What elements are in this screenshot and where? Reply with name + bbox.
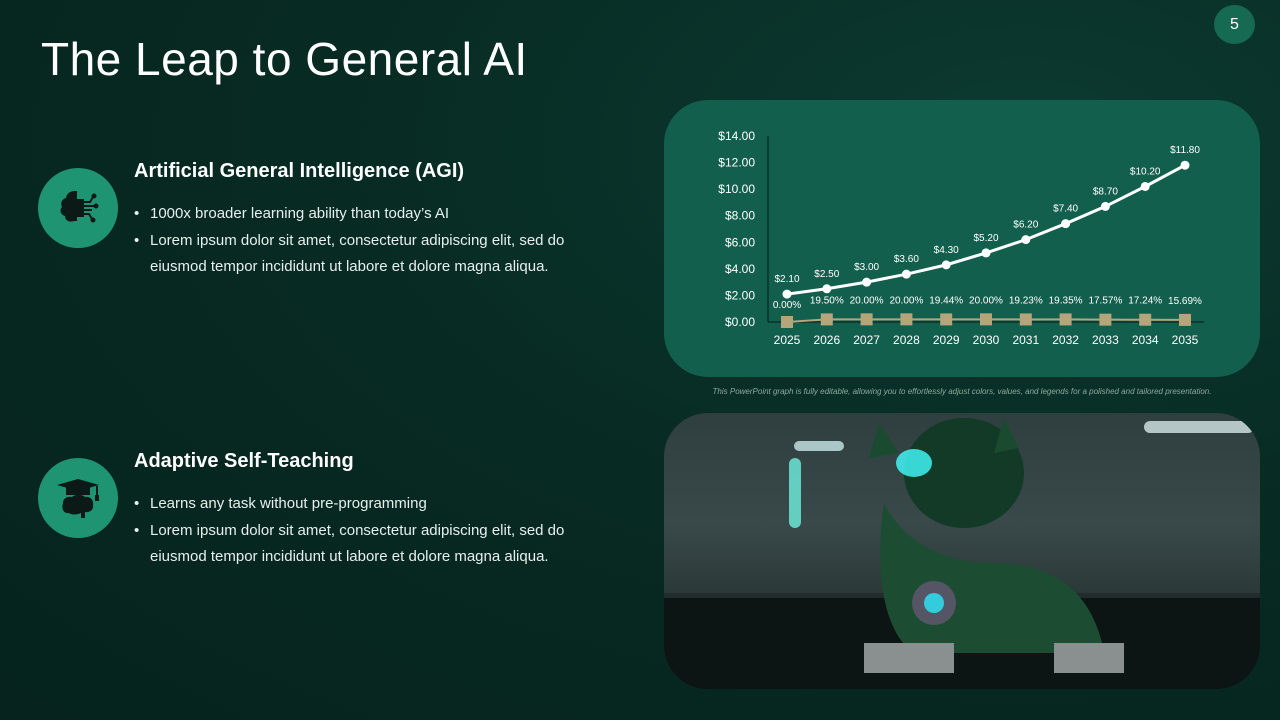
data-point xyxy=(822,284,832,294)
x-tick-label: 2029 xyxy=(933,333,960,347)
data-label: $6.20 xyxy=(1013,220,1038,231)
data-label: 19.44% xyxy=(929,295,963,306)
data-point xyxy=(1139,313,1152,326)
bullet-list: 1000x broader learning ability than toda… xyxy=(134,201,614,281)
data-label: $5.20 xyxy=(973,233,998,244)
bullet-item: Lorem ipsum dolor sit amet, consectetur … xyxy=(134,518,614,571)
data-point xyxy=(980,313,992,326)
x-tick-label: 2030 xyxy=(973,333,1000,347)
x-tick-label: 2028 xyxy=(893,333,920,347)
y-tick-label: $4.00 xyxy=(725,262,755,276)
data-point xyxy=(1019,313,1032,326)
y-tick-label: $14.00 xyxy=(718,129,755,143)
data-point xyxy=(900,313,913,326)
data-point xyxy=(782,289,792,299)
data-label: $2.50 xyxy=(814,269,839,280)
page-number: 5 xyxy=(1214,5,1255,44)
data-point xyxy=(901,269,911,279)
data-label: 17.24% xyxy=(1128,296,1162,307)
y-tick-label: $8.00 xyxy=(725,209,755,223)
x-tick-label: 2033 xyxy=(1092,333,1119,347)
graduation-cap-brain-icon xyxy=(38,458,118,538)
data-point xyxy=(1179,313,1191,326)
chart-caption: This PowerPoint graph is fully editable,… xyxy=(712,387,1212,396)
section-heading: Artificial General Intelligence (AGI) xyxy=(134,160,465,182)
data-point xyxy=(1021,235,1031,245)
x-tick-label: 2027 xyxy=(853,333,880,347)
data-point xyxy=(1180,160,1190,170)
data-point xyxy=(781,316,793,328)
y-tick-label: $10.00 xyxy=(718,182,755,196)
data-label: $11.80 xyxy=(1170,145,1200,156)
data-point xyxy=(941,260,951,270)
data-point xyxy=(1059,313,1072,326)
data-label: 20.00% xyxy=(889,295,923,306)
y-tick-label: $6.00 xyxy=(725,235,755,249)
x-tick-label: 2031 xyxy=(1012,333,1039,347)
y-tick-label: $0.00 xyxy=(725,315,755,329)
data-label: 19.23% xyxy=(1009,295,1043,306)
robot-dog-image xyxy=(664,413,1260,689)
line-chart: $0.00 $2.00 $4.00 $6.00 $8.00 $10.00 $12.00 $14… xyxy=(718,129,1204,347)
data-point xyxy=(1099,313,1112,326)
bullet-list: Learns any task without pre-programming … xyxy=(134,491,614,571)
x-tick-label: 2035 xyxy=(1172,333,1199,347)
data-point xyxy=(1061,219,1071,229)
data-label: $7.40 xyxy=(1053,204,1078,215)
data-label: $2.10 xyxy=(774,274,799,285)
x-tick-label: 2025 xyxy=(774,333,801,347)
slide-title: The Leap to General AI xyxy=(41,33,528,85)
data-point xyxy=(820,313,833,326)
data-label: 20.00% xyxy=(850,295,884,306)
data-label: 19.50% xyxy=(810,295,844,306)
x-tick-label: 2032 xyxy=(1052,333,1079,347)
data-label: 19.35% xyxy=(1049,295,1083,306)
bullet-item: 1000x broader learning ability than toda… xyxy=(134,201,614,228)
data-point xyxy=(981,248,991,258)
x-tick-label: 2026 xyxy=(813,333,840,347)
x-tick-label: 2034 xyxy=(1132,333,1159,347)
bullet-item: Lorem ipsum dolor sit amet, consectetur … xyxy=(134,228,614,281)
data-label: 15.69% xyxy=(1168,296,1202,307)
section-heading: Adaptive Self-Teaching xyxy=(134,450,354,472)
data-point xyxy=(1140,181,1150,191)
data-label: $3.00 xyxy=(854,262,879,273)
bullet-item: Learns any task without pre-programming xyxy=(134,491,614,518)
data-label: $3.60 xyxy=(894,254,919,265)
data-label: 20.00% xyxy=(969,295,1003,306)
data-label: 0.00% xyxy=(773,300,801,311)
data-point xyxy=(940,313,953,326)
chart-container: $0.00 $2.00 $4.00 $6.00 $8.00 $10.00 $12.00 $14… xyxy=(664,100,1260,377)
data-point xyxy=(1100,201,1110,211)
data-label: 17.57% xyxy=(1088,296,1122,307)
series-line-0 xyxy=(786,163,1186,296)
brain-circuit-icon xyxy=(38,168,118,248)
data-point xyxy=(860,313,873,326)
y-tick-label: $2.00 xyxy=(725,288,755,302)
data-label: $10.20 xyxy=(1130,166,1161,177)
data-label: $8.70 xyxy=(1093,186,1118,197)
y-tick-label: $12.00 xyxy=(718,156,755,170)
data-label: $4.30 xyxy=(934,245,959,256)
data-point xyxy=(862,277,872,287)
